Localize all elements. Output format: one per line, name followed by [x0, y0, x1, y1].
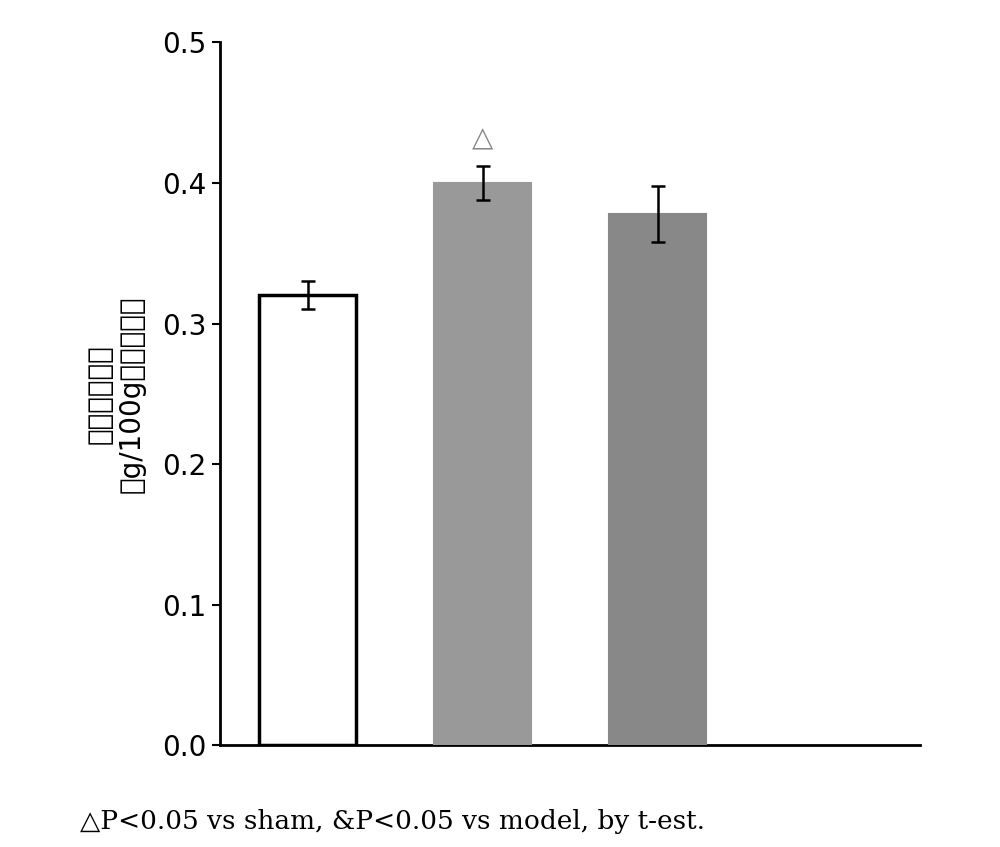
Text: △: △ [472, 124, 493, 152]
Text: △P<0.05 vs sham, &P<0.05 vs model, by t-est.: △P<0.05 vs sham, &P<0.05 vs model, by t-… [80, 809, 705, 834]
Bar [259, 296, 356, 745]
Bar [434, 183, 531, 745]
Bar [609, 214, 706, 745]
Y-axis label: 心脏重量指数
（g/100g心脏重量）: 心脏重量指数 （g/100g心脏重量） [85, 295, 146, 493]
